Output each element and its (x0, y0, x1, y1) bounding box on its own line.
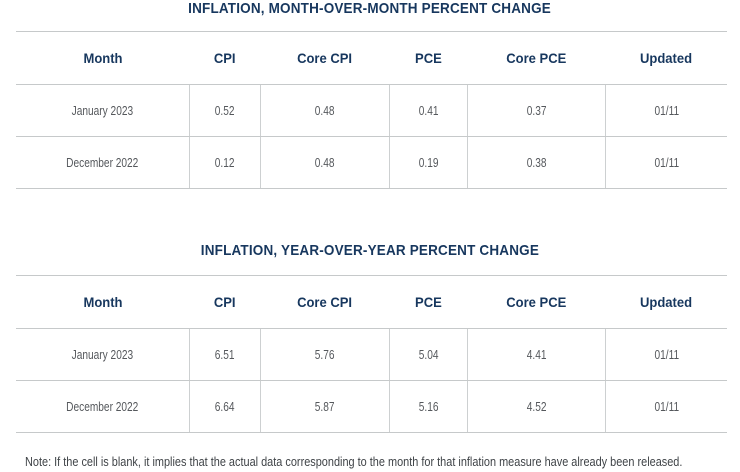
table-row-january-2023: January 2023 0.52 0.48 0.41 0.37 01/11 (16, 85, 727, 137)
header-cell-month: Month (82, 294, 123, 310)
cell-core-cpi: 5.87 (260, 381, 389, 432)
table-row-december-2022: December 2022 6.64 5.87 5.16 4.52 01/11 (16, 381, 727, 433)
mom-table-title: INFLATION, MONTH-OVER-MONTH PERCENT CHAN… (0, 0, 740, 17)
cell-cpi: 0.12 (189, 137, 260, 188)
cell-core-pce: 0.37 (467, 85, 605, 136)
cell-updated: 01/11 (605, 381, 727, 432)
mom-table-header-row: Month CPI Core CPI PCE Core PCE Updated (16, 31, 727, 85)
cell-month: January 2023 (71, 103, 134, 118)
cell-core-pce: 4.41 (467, 329, 605, 380)
header-cell-month: Month (82, 50, 123, 66)
cell-month: December 2022 (66, 399, 139, 414)
yoy-table-header-row: Month CPI Core CPI PCE Core PCE Updated (16, 275, 727, 329)
cell-updated: 01/11 (605, 85, 727, 136)
cell-core-cpi: 0.48 (260, 137, 389, 188)
cell-updated: 01/11 (605, 329, 727, 380)
cell-core-pce: 4.52 (467, 381, 605, 432)
mom-table-section: INFLATION, MONTH-OVER-MONTH PERCENT CHAN… (0, 0, 740, 189)
header-cell-core-pce: Core PCE (505, 50, 567, 66)
header-cell-core-cpi: Core CPI (297, 294, 352, 310)
header-cell-core-pce: Core PCE (505, 294, 567, 310)
cell-cpi: 0.52 (189, 85, 260, 136)
header-cell-updated: Updated (639, 50, 693, 66)
cell-cpi: 6.64 (189, 381, 260, 432)
cell-month: December 2022 (66, 155, 139, 170)
yoy-table: Month CPI Core CPI PCE Core PCE Updated … (16, 275, 727, 433)
cell-month: January 2023 (71, 347, 134, 362)
cell-cpi: 6.51 (189, 329, 260, 380)
footnote-text: Note: If the cell is blank, it implies t… (25, 454, 683, 469)
cell-core-cpi: 5.76 (260, 329, 389, 380)
header-cell-pce: PCE (414, 50, 442, 66)
yoy-table-section: INFLATION, YEAR-OVER-YEAR PERCENT CHANGE… (0, 242, 740, 433)
footnote: Note: If the cell is blank, it implies t… (25, 454, 740, 469)
mom-table: Month CPI Core CPI PCE Core PCE Updated … (16, 31, 727, 189)
header-cell-pce: PCE (414, 294, 442, 310)
header-cell-cpi: CPI (213, 294, 236, 310)
cell-pce: 0.41 (389, 85, 467, 136)
cell-pce: 5.16 (389, 381, 467, 432)
cell-core-pce: 0.38 (467, 137, 605, 188)
cell-pce: 5.04 (389, 329, 467, 380)
yoy-table-title: INFLATION, YEAR-OVER-YEAR PERCENT CHANGE (0, 242, 740, 259)
cell-core-cpi: 0.48 (260, 85, 389, 136)
cell-updated: 01/11 (605, 137, 727, 188)
cell-pce: 0.19 (389, 137, 467, 188)
mom-table-title-text: INFLATION, MONTH-OVER-MONTH PERCENT CHAN… (188, 0, 552, 17)
header-cell-cpi: CPI (213, 50, 236, 66)
table-row-december-2022: December 2022 0.12 0.48 0.19 0.38 01/11 (16, 137, 727, 189)
yoy-table-title-text: INFLATION, YEAR-OVER-YEAR PERCENT CHANGE (200, 242, 540, 259)
header-cell-updated: Updated (639, 294, 693, 310)
header-cell-core-cpi: Core CPI (297, 50, 352, 66)
table-row-january-2023: January 2023 6.51 5.76 5.04 4.41 01/11 (16, 329, 727, 381)
